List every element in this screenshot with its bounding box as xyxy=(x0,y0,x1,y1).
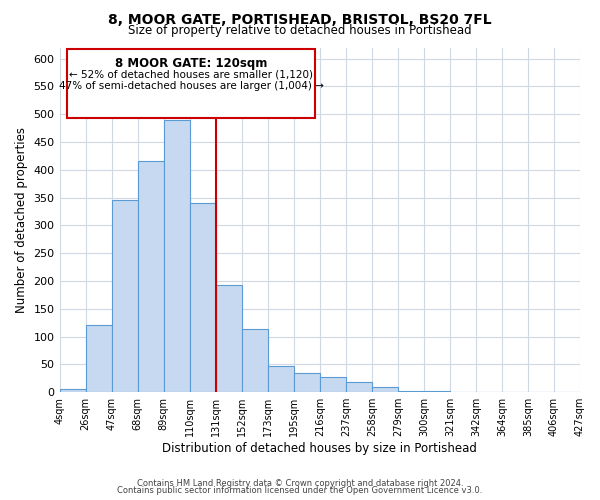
Bar xyxy=(190,203,215,392)
Bar xyxy=(137,162,164,392)
Text: Contains public sector information licensed under the Open Government Licence v3: Contains public sector information licen… xyxy=(118,486,482,495)
Text: 8 MOOR GATE: 120sqm: 8 MOOR GATE: 120sqm xyxy=(115,57,267,70)
FancyBboxPatch shape xyxy=(67,49,314,118)
X-axis label: Distribution of detached houses by size in Portishead: Distribution of detached houses by size … xyxy=(163,442,477,455)
Bar xyxy=(59,390,86,392)
Bar xyxy=(86,326,112,392)
Bar xyxy=(320,376,346,392)
Text: 47% of semi-detached houses are larger (1,004) →: 47% of semi-detached houses are larger (… xyxy=(59,81,323,91)
Bar xyxy=(242,330,268,392)
Bar xyxy=(398,390,424,392)
Text: Contains HM Land Registry data © Crown copyright and database right 2024.: Contains HM Land Registry data © Crown c… xyxy=(137,478,463,488)
Y-axis label: Number of detached properties: Number of detached properties xyxy=(15,127,28,313)
Bar xyxy=(294,372,320,392)
Bar xyxy=(164,120,190,392)
Bar xyxy=(346,382,372,392)
Bar xyxy=(372,386,398,392)
Bar xyxy=(424,391,450,392)
Bar xyxy=(112,200,137,392)
Bar xyxy=(268,366,294,392)
Text: ← 52% of detached houses are smaller (1,120): ← 52% of detached houses are smaller (1,… xyxy=(69,69,313,79)
Bar xyxy=(215,285,242,392)
Text: 8, MOOR GATE, PORTISHEAD, BRISTOL, BS20 7FL: 8, MOOR GATE, PORTISHEAD, BRISTOL, BS20 … xyxy=(108,12,492,26)
Text: Size of property relative to detached houses in Portishead: Size of property relative to detached ho… xyxy=(128,24,472,37)
